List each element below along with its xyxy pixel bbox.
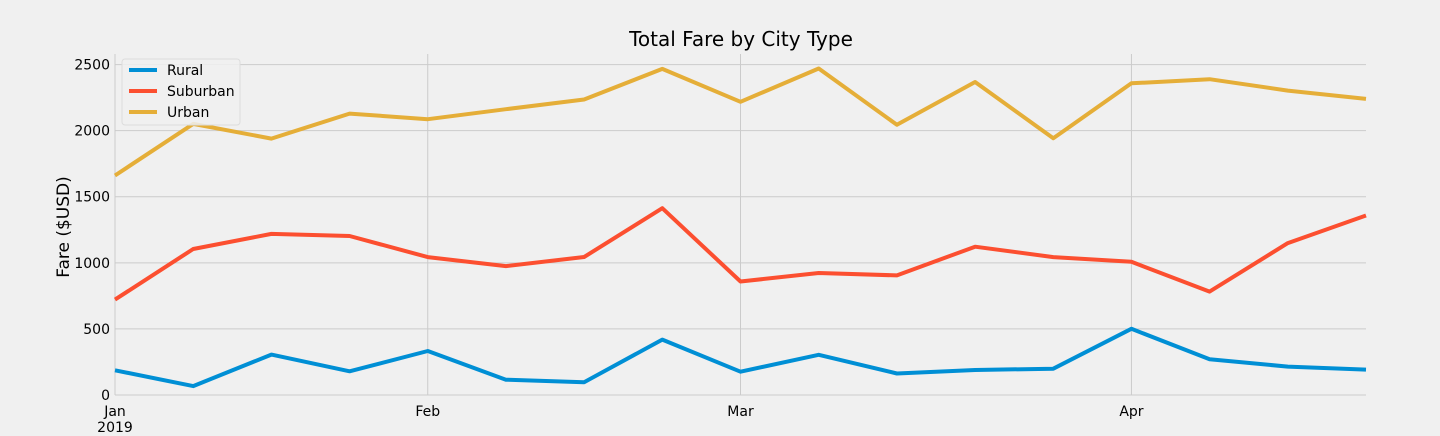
legend-label-rural: Rural: [167, 63, 203, 79]
y-tick-label: 0: [101, 388, 110, 404]
series-line-rural: [114, 326, 1367, 389]
grid: [114, 54, 1366, 396]
x-tick-label: Jan: [103, 404, 126, 420]
y-axis-label: Fare ($USD): [54, 176, 74, 278]
legend-label-suburban: Suburban: [167, 84, 235, 100]
y-axis-ticks: 0 500 1000 1500 2000 2500: [74, 58, 110, 404]
x-tick-sublabel: 2019: [97, 420, 133, 432]
x-tick-label: Mar: [727, 404, 754, 420]
y-tick-label: 2500: [74, 58, 110, 74]
x-tick-label: Apr: [1119, 404, 1143, 420]
y-tick-label: 500: [83, 322, 110, 338]
y-tick-label: 1500: [74, 190, 110, 206]
legend-box: [121, 58, 241, 126]
y-tick-label: 2000: [74, 124, 110, 140]
x-tick-label: Feb: [415, 404, 440, 420]
series-line-suburban: [113, 206, 1367, 302]
legend-label-urban: Urban: [167, 105, 209, 121]
legend: Rural Suburban Urban: [121, 58, 241, 126]
chart-title: Total Fare by City Type: [628, 27, 853, 51]
series-lines: [113, 66, 1367, 389]
y-tick-label: 1000: [74, 256, 110, 272]
series-line-urban: [113, 66, 1367, 178]
